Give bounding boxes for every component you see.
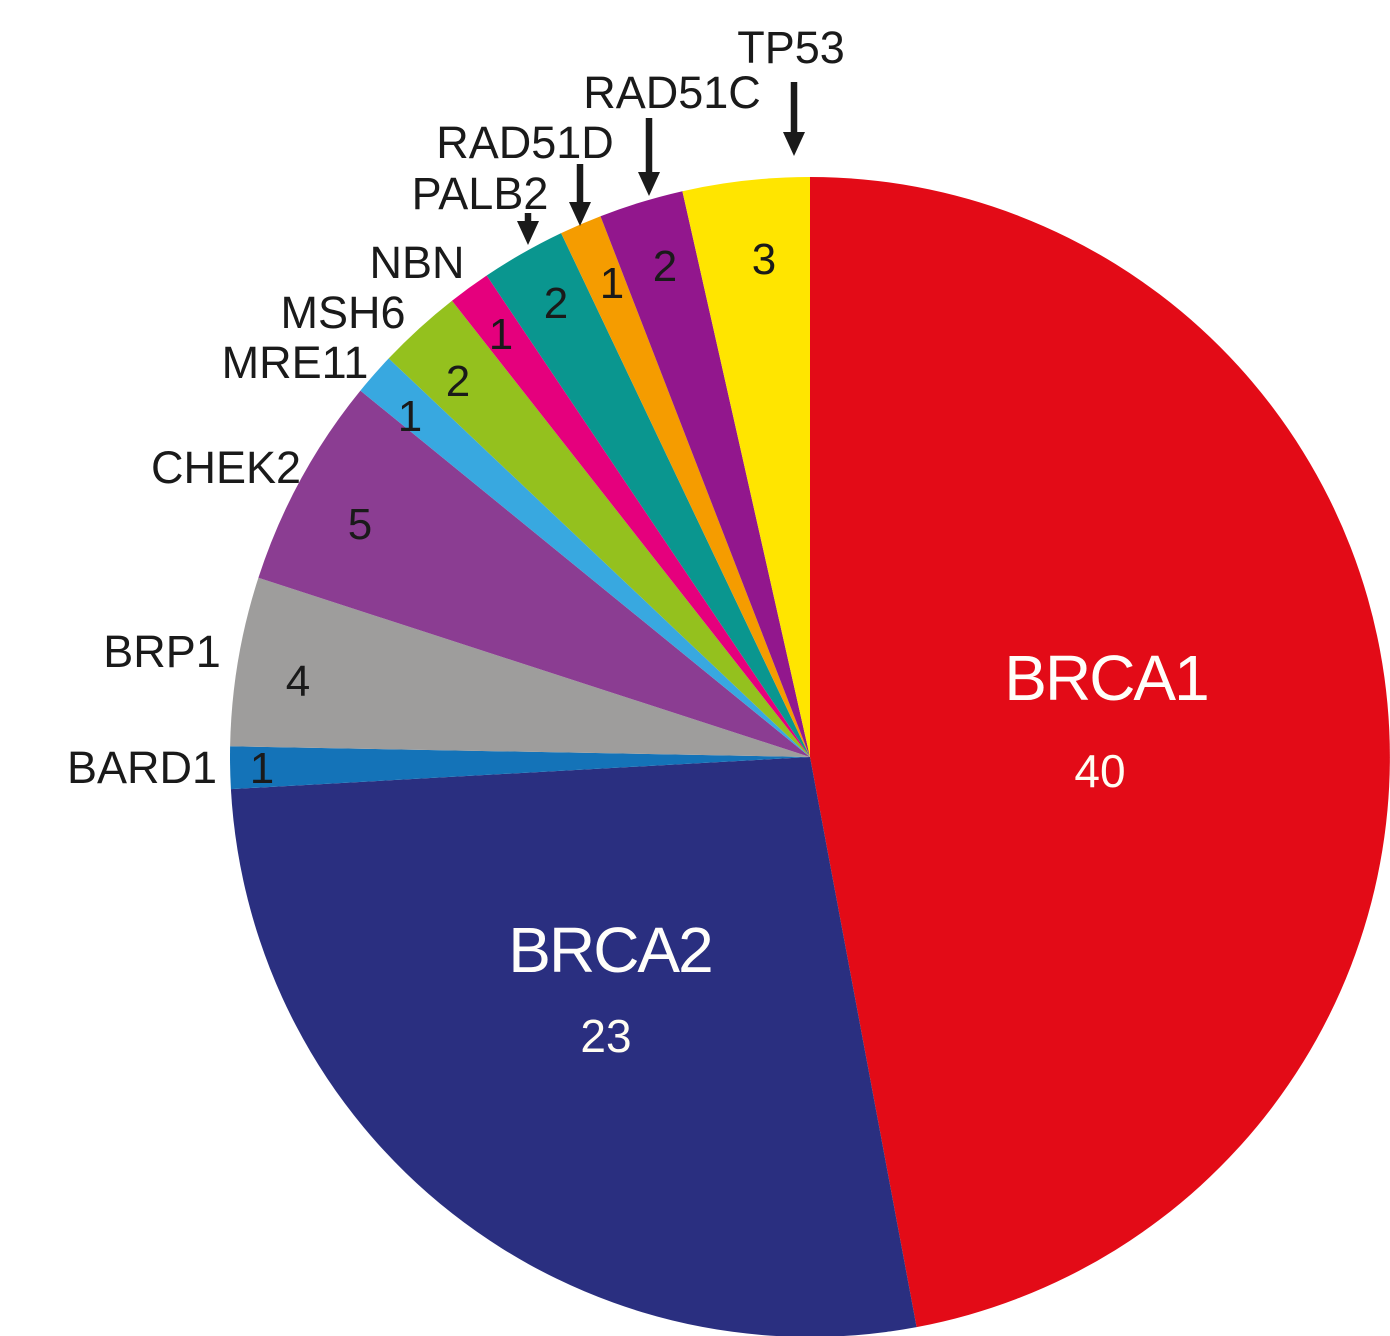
segment-name-CHEK2: CHEK2	[151, 442, 301, 493]
pie-slice-BRP1	[230, 577, 811, 757]
segment-name-BRCA1: BRCA1	[1004, 642, 1207, 714]
segment-value-BRCA2: 23	[580, 1010, 631, 1062]
segment-value-CHEK2: 5	[348, 500, 372, 549]
arrow-head-RAD51D	[569, 202, 591, 226]
pie-slice-TP53	[682, 176, 810, 757]
segment-name-BARD1: BARD1	[67, 742, 217, 793]
segment-value-RAD51D: 1	[600, 259, 624, 308]
segment-value-NBN: 1	[489, 310, 513, 359]
segment-name-MSH6: MSH6	[280, 287, 405, 338]
segment-value-BRP1: 4	[286, 657, 310, 706]
arrow-head-PALB2	[517, 221, 539, 245]
segment-value-BRCA1: 40	[1074, 745, 1125, 797]
pie-slice-MSH6	[388, 300, 810, 757]
segment-name-PALB2: PALB2	[412, 168, 549, 219]
segment-name-RAD51D: RAD51D	[436, 117, 614, 168]
segment-value-MRE11: 1	[398, 392, 422, 441]
segment-value-RAD51C: 2	[653, 242, 677, 291]
segment-name-NBN: NBN	[369, 237, 464, 288]
pie-slice-NBN	[452, 275, 810, 757]
segment-value-MSH6: 2	[446, 357, 470, 406]
arrow-head-TP53	[783, 132, 805, 156]
pie-slice-RAD51C	[600, 191, 810, 757]
pie-slice-MRE11	[360, 358, 810, 757]
segment-name-RAD51C: RAD51C	[583, 67, 761, 118]
pie-slice-BRCA2	[230, 757, 917, 1336]
segment-name-BRP1: BRP1	[103, 626, 221, 677]
pie-slice-BRCA1	[810, 177, 1390, 1328]
pie-slice-BARD1	[230, 746, 811, 790]
segment-value-PALB2: 2	[544, 279, 568, 328]
segment-value-BARD1: 1	[250, 744, 274, 793]
arrow-head-RAD51C	[638, 172, 660, 196]
pie-slice-CHEK2	[258, 390, 810, 757]
segment-value-TP53: 3	[752, 235, 776, 284]
segment-name-TP53: TP53	[737, 22, 845, 73]
pie-slice-PALB2	[486, 233, 810, 758]
segment-name-MRE11: MRE11	[222, 337, 369, 388]
pie-slice-RAD51D	[561, 216, 810, 757]
segment-name-BRCA2: BRCA2	[508, 914, 711, 986]
